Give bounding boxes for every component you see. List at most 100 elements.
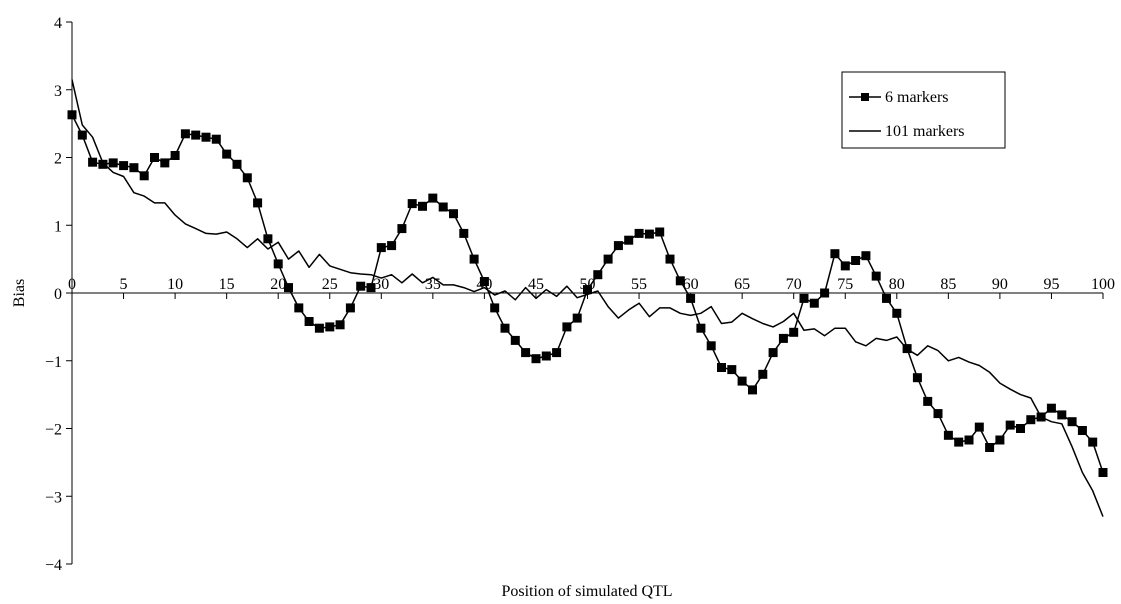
data-point-6-markers [593,270,603,280]
data-point-6-markers [583,285,592,295]
data-point-6-markers [67,110,77,120]
data-point-6-markers [211,134,221,144]
data-point-6-markers [387,241,397,251]
data-point-6-markers [273,259,283,269]
data-point-6-markers [748,385,757,395]
data-point-6-markers [160,158,170,168]
data-point-6-markers [954,437,964,447]
data-point-6-markers [851,256,861,265]
data-point-6-markers [201,132,211,142]
data-point-6-markers [943,430,953,440]
data-point-6-markers [407,199,417,209]
data-point-6-markers [717,363,726,372]
data-point-6-markers [170,151,180,160]
data-point-6-markers [1088,437,1098,447]
data-point-6-markers [686,293,696,303]
data-point-6-markers [1077,426,1087,435]
x-tick-label: 80 [889,276,905,293]
series-layer [67,79,1108,517]
x-tick-label: 25 [322,276,338,293]
data-point-6-markers [882,293,891,303]
data-point-6-markers [263,234,273,244]
data-point-6-markers [572,313,582,323]
data-point-6-markers [933,409,943,419]
data-point-6-markers [552,348,562,358]
x-tick-label: 90 [992,276,1008,293]
x-tick-label: 100 [1091,276,1115,293]
data-point-6-markers [974,422,984,432]
x-tick-label: 70 [786,276,802,293]
data-point-6-markers [923,396,933,406]
data-point-6-markers [809,298,819,308]
data-point-6-markers [624,235,634,245]
x-tick-label: 20 [270,276,286,293]
data-point-6-markers [603,254,613,264]
data-point-6-markers [892,308,902,318]
data-point-6-markers [232,159,242,169]
x-tick-label: 95 [1043,276,1059,293]
data-point-6-markers [1057,410,1067,420]
data-point-6-markers [397,224,407,234]
x-axis-title: Position of simulated QTL [501,583,672,600]
data-point-6-markers [768,348,778,358]
data-point-6-markers [222,149,232,159]
data-point-6-markers [820,288,830,298]
data-point-6-markers [727,365,737,375]
data-point-6-markers [418,201,427,211]
x-tick-label: 85 [940,276,956,293]
data-point-6-markers [438,202,448,212]
data-point-6-markers [531,354,541,364]
data-point-6-markers [335,320,345,330]
data-point-6-markers [1067,417,1077,427]
x-tick-label: 15 [219,276,235,293]
data-point-6-markers [98,159,108,169]
data-point-6-markers [490,303,500,313]
data-point-6-markers [253,198,263,208]
data-point-6-markers [861,251,871,261]
data-point-6-markers [510,335,520,345]
y-tick-label: −4 [45,557,62,574]
x-tick-label: 30 [373,276,389,293]
y-axis-title: Bias [11,279,28,307]
data-point-6-markers [521,348,531,358]
data-point-6-markers [706,341,716,351]
data-point-6-markers [366,283,376,293]
data-point-6-markers [964,435,974,445]
data-point-6-markers [77,130,87,140]
data-point-6-markers [345,303,355,313]
data-point-6-markers [376,243,386,253]
x-tick-label: 10 [167,276,183,293]
data-point-6-markers [449,209,458,219]
data-point-6-markers [314,323,324,333]
data-point-6-markers [294,303,304,313]
data-point-6-markers [737,376,747,386]
data-point-6-markers [284,283,293,293]
series-line-101-markers [71,79,1104,517]
data-point-6-markers [139,171,149,181]
y-tick-label: 2 [54,151,62,168]
data-point-6-markers [428,193,438,203]
x-tick-label: 55 [631,276,647,293]
data-point-6-markers [1046,403,1056,413]
data-point-6-markers [1005,420,1015,430]
data-point-6-markers [180,129,190,139]
data-point-6-markers [1098,468,1108,477]
data-point-6-markers [500,323,510,333]
data-point-6-markers [644,229,654,239]
data-point-6-markers [912,373,922,383]
data-point-6-markers [108,158,118,168]
data-point-6-markers [356,281,366,291]
legend-box [841,71,1006,149]
data-point-6-markers [88,157,98,167]
legend-label-101-markers: 101 markers [885,123,965,140]
data-point-6-markers [789,327,799,337]
y-tick-label: 1 [54,218,62,235]
x-tick-label: 75 [837,276,853,293]
data-point-6-markers [1016,424,1025,433]
data-point-6-markers [150,153,159,162]
data-point-6-markers [304,317,314,326]
data-point-6-markers [778,333,788,343]
legend-swatch-6-markers-marker [861,93,869,101]
data-point-6-markers [799,293,809,303]
